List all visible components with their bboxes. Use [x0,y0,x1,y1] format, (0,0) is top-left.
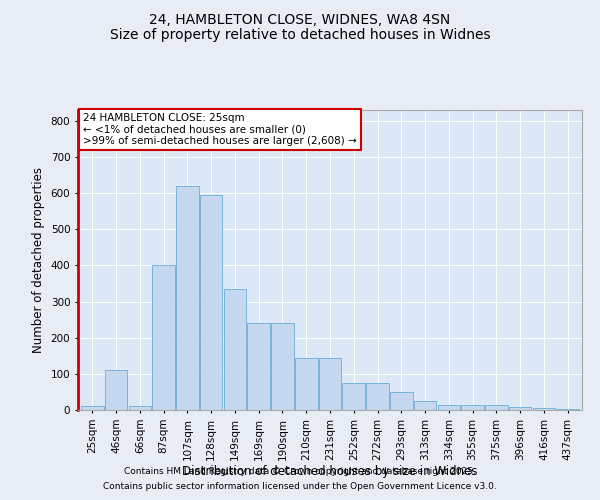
Bar [271,324,294,410]
Bar [247,324,270,410]
Y-axis label: Number of detached properties: Number of detached properties [32,167,45,353]
Bar [509,407,532,410]
Text: Size of property relative to detached houses in Widnes: Size of property relative to detached ho… [110,28,490,42]
Bar [414,401,436,410]
Bar [295,358,317,410]
Bar [533,408,555,410]
Bar [81,406,104,410]
Text: Contains public sector information licensed under the Open Government Licence v3: Contains public sector information licen… [103,482,497,491]
X-axis label: Distribution of detached houses by size in Widnes: Distribution of detached houses by size … [182,466,478,478]
Bar [343,383,365,410]
Bar [105,370,127,410]
Bar [485,404,508,410]
Bar [437,404,460,410]
Bar [366,383,389,410]
Bar [224,289,246,410]
Bar [461,404,484,410]
Bar [390,392,413,410]
Bar [128,406,151,410]
Bar [200,195,223,410]
Text: Contains HM Land Registry data © Crown copyright and database right 2025.: Contains HM Land Registry data © Crown c… [124,467,476,476]
Bar [152,266,175,410]
Text: 24, HAMBLETON CLOSE, WIDNES, WA8 4SN: 24, HAMBLETON CLOSE, WIDNES, WA8 4SN [149,12,451,26]
Bar [176,186,199,410]
Bar [556,409,579,410]
Text: 24 HAMBLETON CLOSE: 25sqm
← <1% of detached houses are smaller (0)
>99% of semi-: 24 HAMBLETON CLOSE: 25sqm ← <1% of detac… [83,113,357,146]
Bar [319,358,341,410]
